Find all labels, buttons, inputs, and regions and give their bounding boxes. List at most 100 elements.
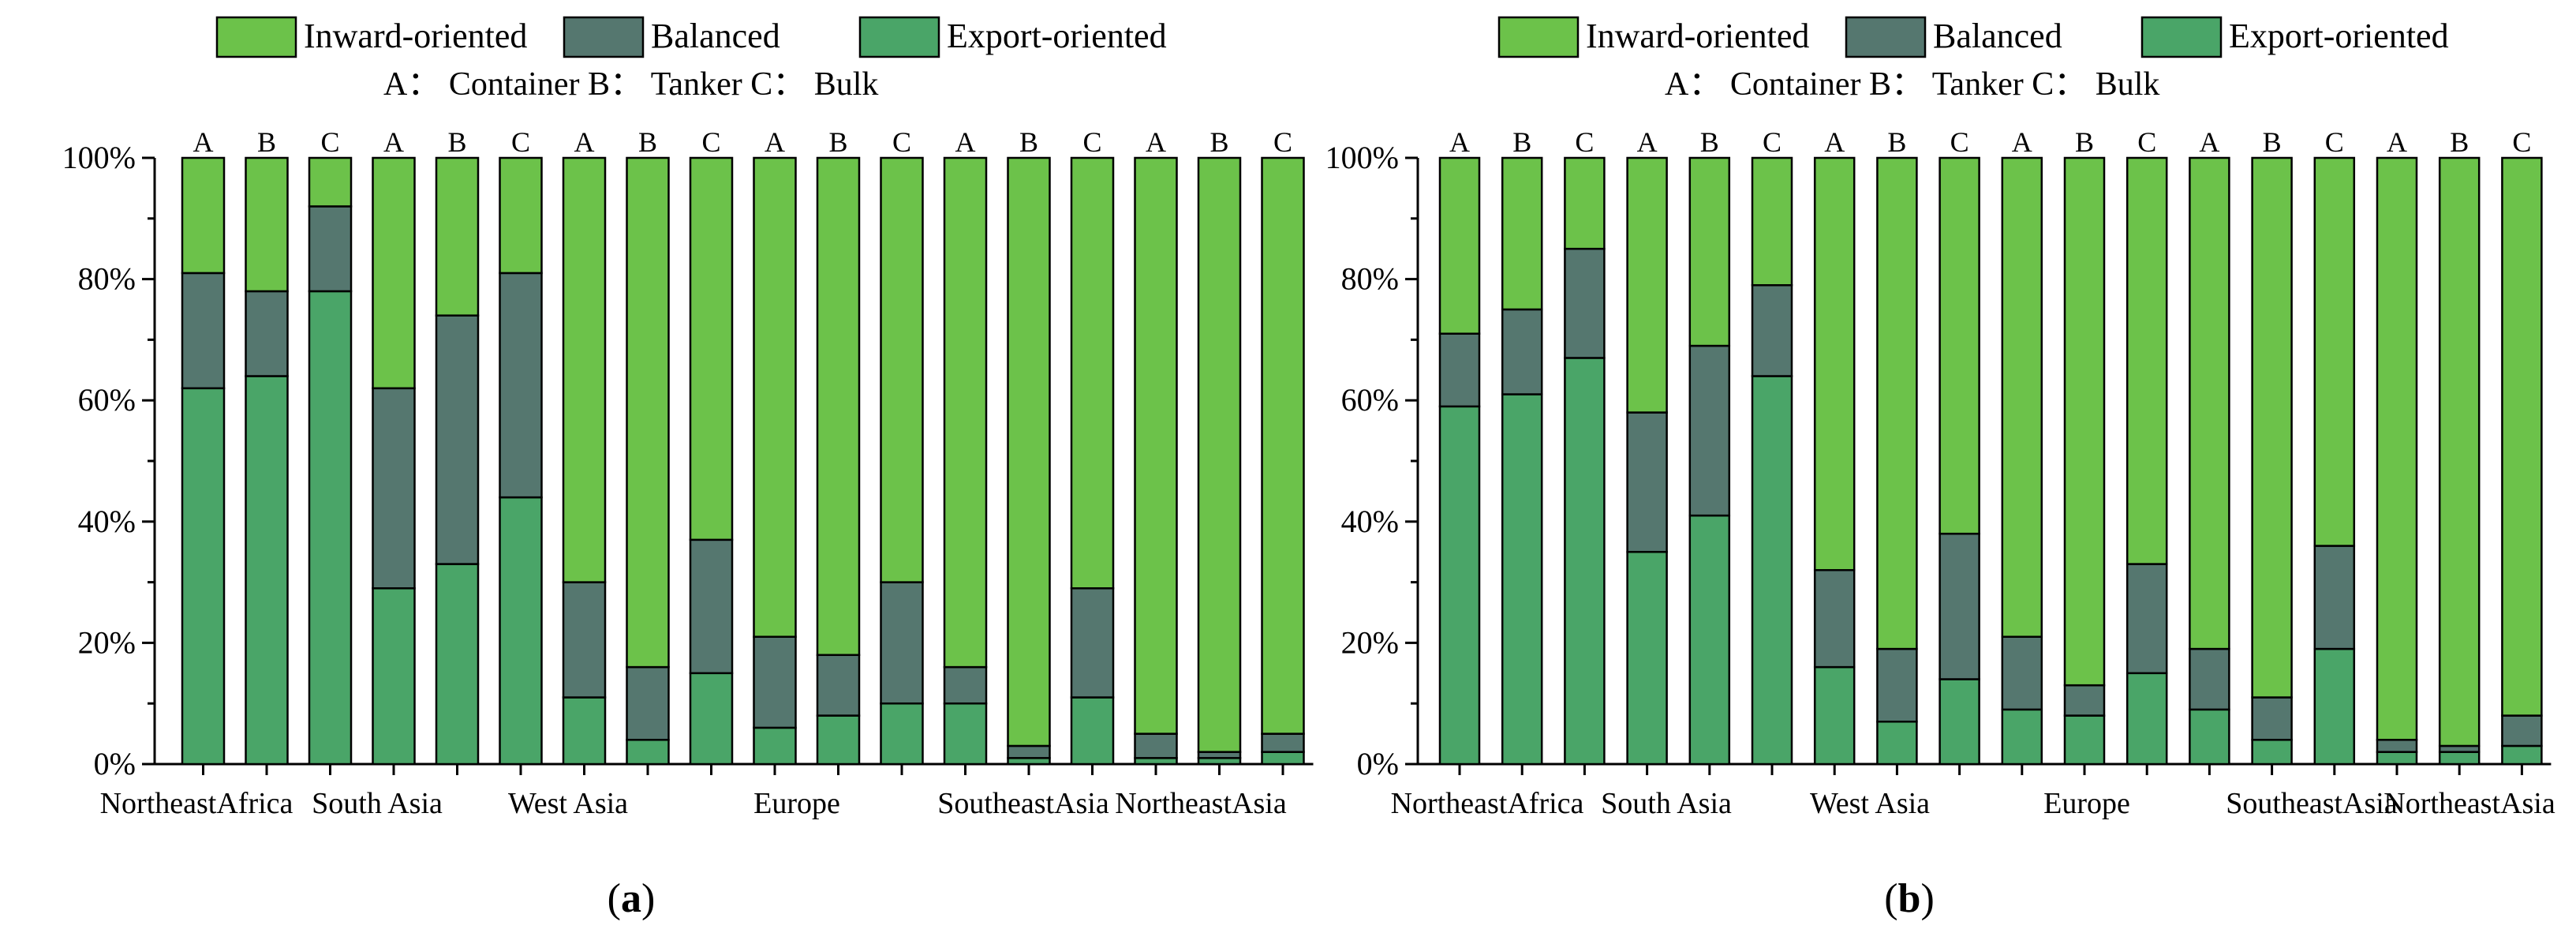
bar-export-oriented-11 <box>2125 672 2168 766</box>
bar-balanced-17 <box>2501 714 2543 748</box>
bar-type-letter: C <box>2325 126 2344 158</box>
region-label: SoutheastAsia <box>2226 787 2398 820</box>
y-tick-label: 0% <box>94 746 136 781</box>
bar-type-letter: C <box>1763 126 1782 158</box>
bar-export-oriented-10 <box>816 714 861 766</box>
bar-balanced-11 <box>880 581 924 705</box>
bar-export-oriented-2 <box>308 290 353 766</box>
bar-balanced-7 <box>1876 647 1918 723</box>
bar-inward-oriented-8 <box>1939 156 1980 535</box>
panel-label: (a) <box>608 876 656 921</box>
legend-label: Balanced <box>1933 17 2062 55</box>
legend-label: Export-oriented <box>947 17 1167 55</box>
bar-export-oriented-11 <box>880 702 924 766</box>
bar-export-oriented-5 <box>1751 375 1793 766</box>
bar-type-letter: C <box>1273 126 1292 158</box>
bar-inward-oriented-11 <box>880 156 924 583</box>
region-label: Europe <box>753 787 840 820</box>
bar-type-letter: C <box>2512 126 2531 158</box>
bar-inward-oriented-3 <box>372 156 416 390</box>
type-key-note: A： Container B： Tanker C： Bulk <box>383 66 878 103</box>
bar-type-letter: B <box>828 126 847 158</box>
bar-export-oriented-8 <box>1939 678 1980 766</box>
bar-inward-oriented-14 <box>1070 156 1115 590</box>
bar-balanced-9 <box>753 635 797 729</box>
region-label: SoutheastAsia <box>937 787 1109 820</box>
region-label: NortheastAsia <box>2383 787 2555 820</box>
bar-inward-oriented-10 <box>2063 156 2106 687</box>
bar-balanced-15 <box>1134 733 1178 759</box>
bar-export-oriented-10 <box>2063 714 2106 766</box>
bar-type-letter: C <box>511 126 530 158</box>
y-tick-label: 20% <box>78 624 136 660</box>
bar-inward-oriented-6 <box>562 156 607 583</box>
bar-type-letter: C <box>2137 126 2156 158</box>
bar-export-oriented-6 <box>1813 665 1856 766</box>
bar-type-letter: A <box>193 126 214 158</box>
y-tick-label: 0% <box>1357 746 1399 781</box>
bar-export-oriented-7 <box>1876 720 1918 766</box>
bar-inward-oriented-15 <box>2376 156 2418 741</box>
bar-balanced-7 <box>626 665 670 741</box>
bar-balanced-3 <box>372 387 416 590</box>
bar-type-letter: B <box>638 126 657 158</box>
bar-type-letter: A <box>955 126 976 158</box>
region-label: Europe <box>2043 787 2130 820</box>
type-key-note: A： Container B： Tanker C： Bulk <box>1665 66 2159 103</box>
bar-inward-oriented-4 <box>1688 156 1731 347</box>
bar-export-oriented-12 <box>2189 708 2230 766</box>
bar-type-letter: C <box>1950 126 1969 158</box>
bar-type-letter: B <box>2075 126 2094 158</box>
bar-type-letter: A <box>1146 126 1166 158</box>
region-label: South Asia <box>312 787 443 820</box>
bar-balanced-4 <box>1688 344 1731 517</box>
bar-inward-oriented-4 <box>435 156 480 317</box>
bar-inward-oriented-2 <box>1564 156 1606 250</box>
bar-balanced-2 <box>1564 247 1606 359</box>
bar-balanced-12 <box>943 665 988 705</box>
bar-type-letter: C <box>320 126 339 158</box>
y-tick-label: 80% <box>78 261 136 297</box>
bar-balanced-0 <box>1438 332 1481 408</box>
bar-inward-oriented-0 <box>181 156 226 275</box>
bar-type-letter: A <box>1824 126 1845 158</box>
bar-type-letter: B <box>2450 126 2469 158</box>
bar-export-oriented-13 <box>2251 739 2293 766</box>
bar-inward-oriented-9 <box>753 156 797 638</box>
bar-export-oriented-17 <box>1261 751 1305 766</box>
bar-balanced-6 <box>1813 568 1856 669</box>
bar-inward-oriented-0 <box>1438 156 1481 335</box>
bar-type-letter: B <box>1887 126 1906 158</box>
bar-inward-oriented-16 <box>1197 156 1242 753</box>
y-tick-label: 40% <box>1341 504 1399 539</box>
legend-swatch-inward-oriented <box>215 16 297 58</box>
bar-inward-oriented-14 <box>2313 156 2356 547</box>
bar-export-oriented-14 <box>1070 696 1115 766</box>
bar-type-letter: A <box>2387 126 2407 158</box>
bar-balanced-1 <box>1501 308 1543 395</box>
bar-balanced-3 <box>1626 411 1668 553</box>
bar-inward-oriented-3 <box>1626 156 1668 414</box>
bar-balanced-17 <box>1261 733 1305 753</box>
bar-balanced-13 <box>1007 744 1051 759</box>
bar-type-letter: C <box>1575 126 1594 158</box>
bar-balanced-14 <box>2313 545 2356 650</box>
y-tick-label: 40% <box>78 504 136 539</box>
bar-export-oriented-17 <box>2501 744 2543 766</box>
bar-type-letter: A <box>574 126 595 158</box>
bar-type-letter: C <box>701 126 720 158</box>
bar-balanced-8 <box>689 538 734 675</box>
y-tick-label: 100% <box>1325 140 1399 175</box>
bar-export-oriented-0 <box>1438 405 1481 766</box>
bar-balanced-2 <box>308 205 353 293</box>
panel-label: (b) <box>1884 876 1935 921</box>
bar-inward-oriented-15 <box>1134 156 1178 735</box>
y-tick-label: 20% <box>1341 624 1399 660</box>
legend-label: Balanced <box>651 17 780 55</box>
bar-type-letter: B <box>1700 126 1719 158</box>
bar-export-oriented-9 <box>2001 708 2043 766</box>
y-tick-label: 60% <box>1341 382 1399 418</box>
bar-export-oriented-8 <box>689 672 734 766</box>
bar-balanced-13 <box>2251 696 2293 741</box>
